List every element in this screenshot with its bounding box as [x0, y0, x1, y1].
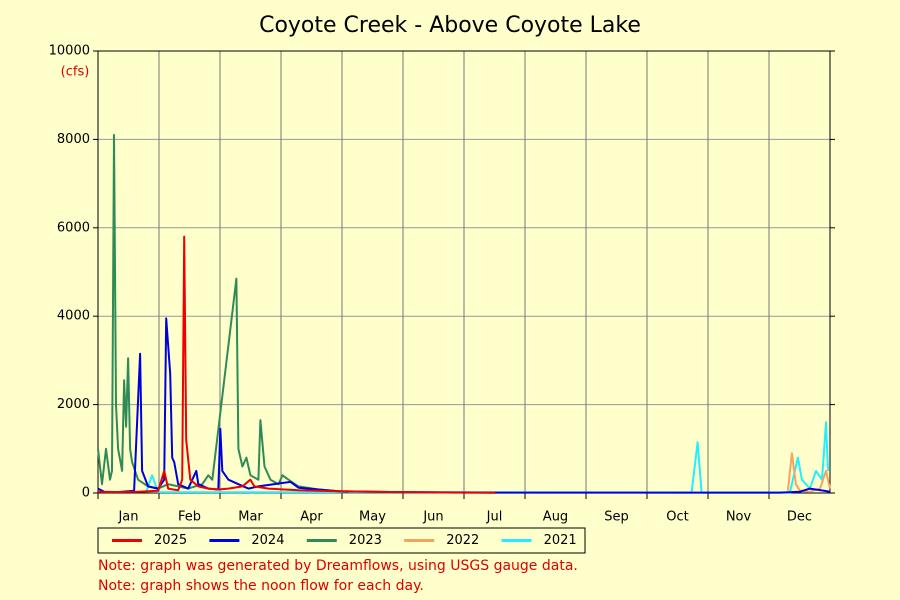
y-tick-label: 10000: [49, 44, 90, 59]
legend-label: 2022: [446, 533, 479, 548]
x-tick-label: Dec: [787, 510, 812, 525]
x-tick-label: Sep: [604, 510, 629, 525]
data-line: [97, 235, 496, 494]
legend-box: [97, 527, 586, 554]
note: Note: graph was generated by Dreamflows,…: [98, 558, 578, 574]
y-tick-label: 6000: [57, 220, 90, 235]
x-tick-label: May: [359, 510, 386, 525]
x-tick-label: Jul: [486, 510, 503, 525]
x-tick-label: Nov: [726, 510, 752, 525]
x-tick-label: Feb: [178, 510, 201, 525]
legend-label: 2024: [251, 533, 284, 548]
y-tick-label: 8000: [57, 132, 90, 147]
x-tick-label: Aug: [543, 510, 568, 525]
y-tick-label: 0: [82, 486, 90, 501]
legend-label: 2021: [544, 533, 577, 548]
y-tick-label: 2000: [57, 397, 90, 412]
x-tick-label: Jan: [117, 510, 138, 525]
y-tick-label: 4000: [57, 309, 90, 324]
note: Note: graph shows the noon flow for each…: [98, 578, 424, 594]
x-tick-label: Mar: [238, 510, 263, 525]
chart-title: Coyote Creek - Above Coyote Lake: [259, 13, 641, 38]
legend-label: 2025: [154, 533, 187, 548]
x-tick-label: Jun: [422, 510, 443, 525]
x-tick-label: Oct: [666, 510, 688, 525]
x-tick-label: Apr: [300, 510, 323, 525]
legend-label: 2023: [349, 533, 382, 548]
data-line: [786, 452, 831, 493]
y-unit: (cfs): [61, 65, 90, 80]
